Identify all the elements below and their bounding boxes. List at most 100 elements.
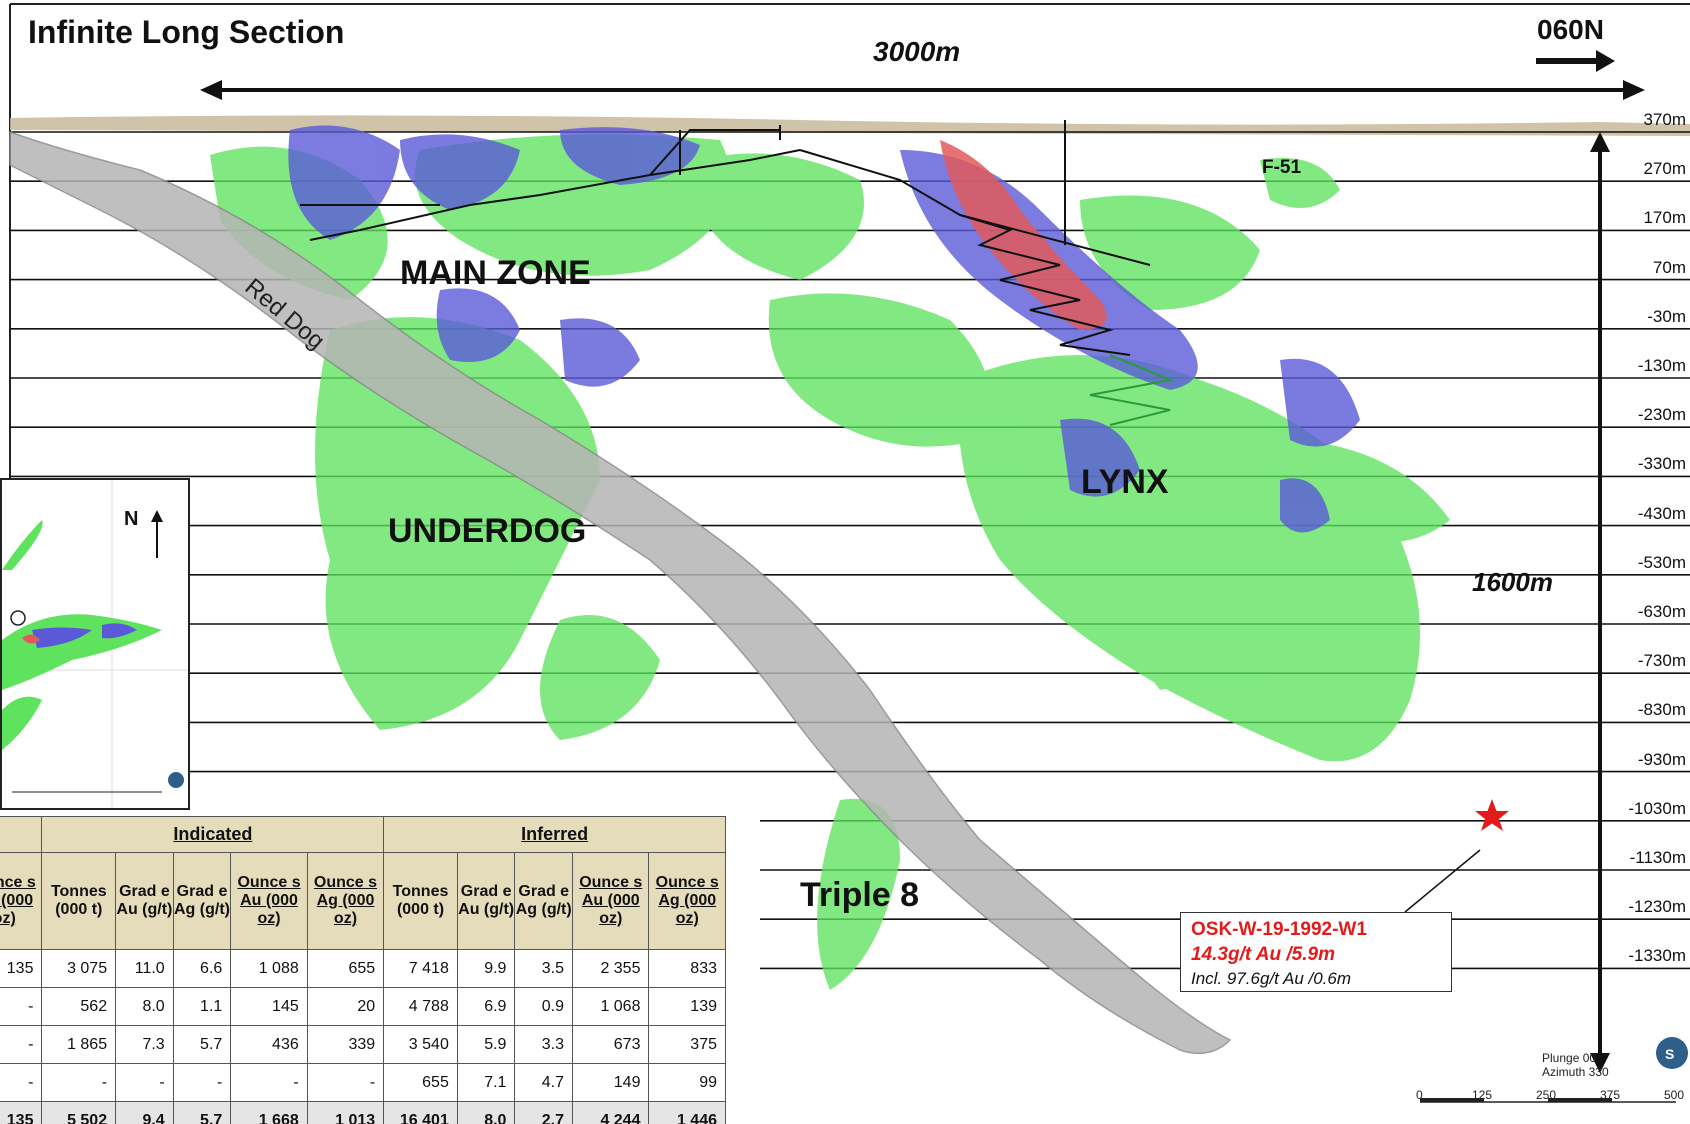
scale-bar: [1420, 1098, 1676, 1103]
table-cell: -: [230, 1063, 308, 1102]
table-cell: 1 668: [230, 1101, 308, 1124]
table-cell: -: [115, 1063, 174, 1102]
table-cell: 6.9: [456, 987, 516, 1026]
elevation-label: -530m: [1637, 552, 1686, 572]
table-cell: 3.3: [514, 1025, 574, 1064]
table-cell: 9.4: [115, 1101, 174, 1124]
table-cell: 436: [230, 1025, 308, 1064]
table-cell: -: [172, 1063, 232, 1102]
view-orientation: Plunge 00 Azimuth 330: [1542, 1051, 1609, 1079]
table-cell: 5.7: [172, 1025, 232, 1064]
resource-table-container: Indicated Inferred Ounce s Ag (000 oz)To…: [0, 816, 760, 1124]
elevation-label: 70m: [1652, 257, 1686, 277]
red-dog-dyke: [9, 130, 1232, 1055]
elevation-label: -1030m: [1628, 798, 1686, 818]
table-cell: 2 355: [572, 949, 650, 988]
table-group-blank: [0, 816, 43, 853]
frame: [9, 3, 1690, 480]
table-cell: 5.9: [456, 1025, 516, 1064]
table-cell: -: [41, 1063, 117, 1102]
table-cell: 7.3: [115, 1025, 174, 1064]
table-cell: 375: [648, 1025, 726, 1064]
triple8-label: Triple 8: [800, 876, 920, 914]
horizontal-dimension-label: 3000m: [873, 36, 961, 67]
table-cell: 4.7: [514, 1063, 574, 1102]
elevation-label: -830m: [1637, 700, 1686, 720]
table-cell: 1 088: [230, 949, 308, 988]
underdog-label: UNDERDOG: [388, 512, 587, 550]
table-cell: 8.0: [115, 987, 174, 1026]
table-column-header: Ounce s Ag (000 oz): [0, 852, 43, 950]
table-column-header: Ounce s Ag (000 oz): [306, 852, 385, 950]
table-cell: -: [306, 1063, 385, 1102]
elevation-label: -730m: [1637, 651, 1686, 671]
table-cell: 99: [648, 1063, 726, 1102]
table-column-header: Ounce s Au (000 oz): [572, 852, 650, 950]
table-column-header: Grad e Ag (g/t): [514, 852, 574, 950]
elevation-label: -430m: [1637, 503, 1686, 523]
table-column-header: Tonnes (000 t): [383, 852, 458, 950]
callout-including: Incl. 97.6g/t Au /0.6m: [1191, 969, 1352, 988]
horizontal-dimension-arrow: [200, 80, 1645, 100]
table-row: -1 865 7.3 5.7 436 339 3 540 5.9 3.3 673 375: [0, 1025, 726, 1064]
table-row: -562 8.0 1.1 145 20 4 788 6.9 0.9 1 068 139: [0, 987, 726, 1026]
table-cell: 7.1: [456, 1063, 516, 1102]
elevation-label: 370m: [1643, 110, 1686, 129]
table-cell: 4 244: [572, 1101, 650, 1124]
scale-bar-label: 0: [1416, 1088, 1423, 1102]
table-cell: 673: [572, 1025, 650, 1064]
elevation-label: -1330m: [1628, 946, 1686, 966]
scale-bar-label: 375: [1600, 1088, 1621, 1102]
table-column-header: Grad e Au (g/t): [456, 852, 516, 950]
inset-location-map: N: [0, 478, 190, 810]
table-column-headers: Ounce s Ag (000 oz)Tonnes (000 t)Grad e …: [0, 852, 726, 950]
lynx-label: LYNX: [1081, 463, 1169, 501]
callout-hole-id: OSK-W-19-1992-W1: [1191, 919, 1367, 940]
table-row: 135 5 502 9.4 5.7 1 668 1 013 16 401 8.0 2.7 4 24…: [0, 1101, 726, 1124]
table-column-header: Ounce s Au (000 oz): [230, 852, 308, 950]
table-cell: 11.0: [115, 949, 174, 988]
surface-topography: [10, 115, 1690, 136]
table-column-header: Grad e Ag (g/t): [172, 852, 232, 950]
table-cell: 16 401: [383, 1101, 458, 1124]
elevation-label: -1230m: [1628, 897, 1686, 917]
callout-leader: [1404, 849, 1481, 913]
table-cell: 135: [0, 949, 43, 988]
drillhole-callout: OSK-W-19-1992-W1 14.3g/t Au /5.9m Incl. …: [1180, 912, 1452, 992]
scale-bar-label: 125: [1472, 1088, 1493, 1102]
table-cell: 0.9: [514, 987, 574, 1026]
table-cell: 833: [648, 949, 726, 988]
table-cell: 1 068: [572, 987, 650, 1026]
table-group-indicated: Indicated: [41, 816, 385, 853]
resource-table: Indicated Inferred Ounce s Ag (000 oz)To…: [0, 816, 726, 1124]
scale-bar-label: 500: [1664, 1088, 1685, 1102]
vertical-dimension-arrow: [1590, 132, 1610, 1073]
plunge-label: Plunge 00: [1542, 1051, 1597, 1065]
table-cell: 5 502: [41, 1101, 117, 1124]
table-cell: 139: [648, 987, 726, 1026]
table-cell: -: [0, 1063, 43, 1102]
elevation-label: -1130m: [1629, 848, 1686, 867]
table-cell: -: [0, 987, 43, 1026]
ramp-decline: [1089, 354, 1174, 426]
table-body: 135 3 075 11.0 6.6 1 088 655 7 418 9.9 3.5 2 355 8…: [0, 949, 726, 1124]
high-grade-zone: [940, 140, 1107, 330]
company-logo-text: S: [1665, 1046, 1674, 1062]
elevation-label: -930m: [1637, 749, 1686, 769]
table-cell: 145: [230, 987, 308, 1026]
elevation-label: 270m: [1643, 159, 1686, 179]
table-cell: 7 418: [383, 949, 458, 988]
inset-north-label: N: [124, 508, 139, 530]
elevation-label: -330m: [1637, 454, 1686, 474]
green-mineralization: [210, 134, 1450, 990]
table-cell: 3.5: [514, 949, 574, 988]
table-cell: 655: [306, 949, 385, 988]
vertical-dimension-label: 1600m: [1472, 567, 1553, 597]
inset-map-graphic: [2, 480, 188, 808]
f51-label: F-51: [1262, 157, 1302, 178]
table-cell: 1 446: [648, 1101, 726, 1124]
elevation-label: -230m: [1637, 405, 1686, 425]
table-column-header: Tonnes (000 t): [41, 852, 117, 950]
table-cell: 8.0: [456, 1101, 516, 1124]
